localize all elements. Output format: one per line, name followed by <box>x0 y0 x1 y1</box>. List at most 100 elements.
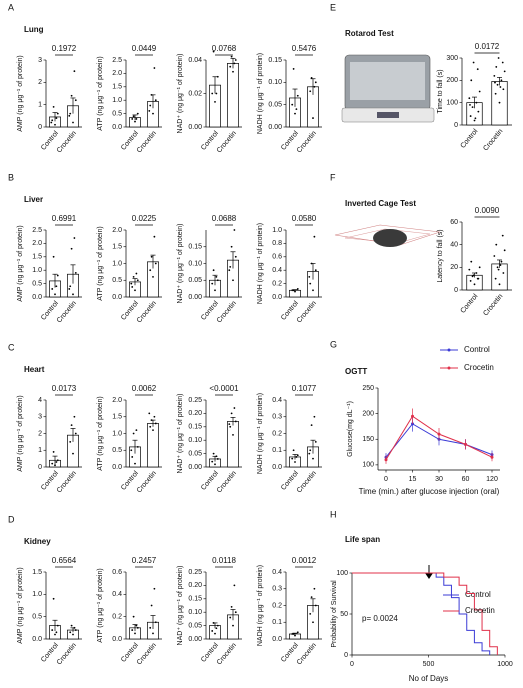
y-tick-label: 0.15 <box>268 57 282 64</box>
data-point <box>51 629 54 631</box>
data-point <box>212 50 215 53</box>
x-axis-label: No of Days <box>409 674 449 683</box>
y-tick-label: 0.25 <box>188 569 202 576</box>
panel-letter: H <box>330 509 337 519</box>
data-point <box>295 108 298 111</box>
y-tick-label: 1.0 <box>32 591 42 598</box>
y-tick-label: 0.0 <box>272 636 282 643</box>
legend-label: Crocetin <box>465 606 495 615</box>
data-point <box>495 243 498 246</box>
data-point <box>476 68 479 71</box>
inverted-cage-image <box>334 224 441 247</box>
y-tick-label: 1.0 <box>32 267 42 274</box>
x-tick-label: Control <box>460 293 480 315</box>
data-point <box>230 412 233 415</box>
y-tick-label: 200 <box>362 410 374 417</box>
data-point <box>495 66 498 68</box>
data-point <box>152 632 154 635</box>
data-point <box>215 276 218 278</box>
y-tick-label: 100 <box>446 100 458 107</box>
data-point <box>312 117 314 119</box>
data-point <box>472 274 475 277</box>
y-tick-label: 200 <box>446 77 458 84</box>
data-point <box>150 255 153 258</box>
y-tick-label: 250 <box>362 385 374 392</box>
x-tick-label: Crocetin <box>296 642 318 667</box>
survival-curve <box>352 572 498 655</box>
y-tick-label: 40 <box>450 242 458 249</box>
y-tick-label: 20 <box>450 264 458 271</box>
data-point <box>294 634 296 637</box>
y-axis-label: ATP (ng μg⁻¹ of protein) <box>97 226 104 300</box>
panel-letter: A <box>8 2 14 12</box>
data-point <box>73 70 76 73</box>
data-point <box>215 92 218 95</box>
data-point <box>233 229 236 231</box>
y-tick-label: 0.05 <box>188 277 202 284</box>
y-tick-label: 0.15 <box>188 596 202 603</box>
y-tick-label: 0.2 <box>272 430 282 437</box>
data-point <box>475 272 478 274</box>
data-point <box>148 412 151 415</box>
data-point <box>54 464 56 467</box>
y-tick-label: 0 <box>454 287 458 294</box>
y-tick-label: 0.8 <box>272 240 282 247</box>
y-axis-label: NADH (ng μg⁻¹ of protein) <box>257 223 264 304</box>
panel-title: Lung <box>24 25 44 34</box>
p-value: 0.0118 <box>212 556 236 565</box>
y-axis-label: NADH (ng μg⁻¹ of protein) <box>257 393 264 474</box>
y-tick-label: 0.6 <box>112 569 122 576</box>
data-point <box>497 57 500 59</box>
data-point <box>134 289 136 292</box>
y-tick-label: 0.10 <box>268 79 282 86</box>
panel-letter: D <box>8 514 15 524</box>
y-axis-label: AMP (ng μg⁻¹ of protein) <box>17 567 24 643</box>
data-point <box>73 237 76 239</box>
data-point <box>496 266 499 269</box>
y-tick-label: 0 <box>38 124 42 131</box>
data-point <box>211 630 214 632</box>
data-point <box>232 433 234 436</box>
data-point <box>55 285 58 288</box>
data-point <box>131 118 134 120</box>
y-axis-label: NAD⁺ (ng μg⁻¹ of protein) <box>177 54 184 134</box>
data-point <box>69 285 72 288</box>
legend-label: Control <box>464 345 490 354</box>
data-point <box>496 83 499 86</box>
y-tick-label: 0.1 <box>272 619 282 626</box>
data-point <box>70 424 73 427</box>
y-tick-label: 0.5 <box>112 447 122 454</box>
y-tick-label: 0.0 <box>112 636 122 643</box>
data-point <box>478 90 481 93</box>
y-tick-label: 0.3 <box>272 586 282 593</box>
data-point <box>468 268 471 271</box>
y-tick-label: 0.20 <box>188 582 202 589</box>
y-tick-label: 0.02 <box>188 90 202 97</box>
data-point <box>56 624 59 627</box>
panel-letter: G <box>330 339 337 349</box>
data-point <box>73 626 76 629</box>
y-tick-label: 0.00 <box>188 464 202 471</box>
y-tick-label: 0.0 <box>32 294 42 301</box>
data-point <box>294 290 296 293</box>
y-tick-label: 50 <box>340 611 348 618</box>
data-point <box>313 415 316 418</box>
data-point <box>474 117 477 120</box>
data-point <box>135 272 138 275</box>
data-point <box>309 449 312 452</box>
y-tick-label: 3 <box>38 414 42 421</box>
legend-marker <box>447 348 451 352</box>
rotarod-image <box>341 54 435 123</box>
data-point <box>501 61 504 64</box>
data-point <box>230 245 233 248</box>
y-tick-label: 0.2 <box>112 614 122 621</box>
y-tick-label: 0.10 <box>188 437 202 444</box>
data-point <box>149 626 152 629</box>
data-point <box>291 103 294 106</box>
data-point <box>135 118 138 120</box>
data-point <box>214 463 216 466</box>
x-tick-label: Control <box>460 128 480 150</box>
data-point <box>154 99 157 102</box>
y-axis-label: ATP (ng μg⁻¹ of protein) <box>97 56 104 130</box>
data-point <box>54 293 56 296</box>
